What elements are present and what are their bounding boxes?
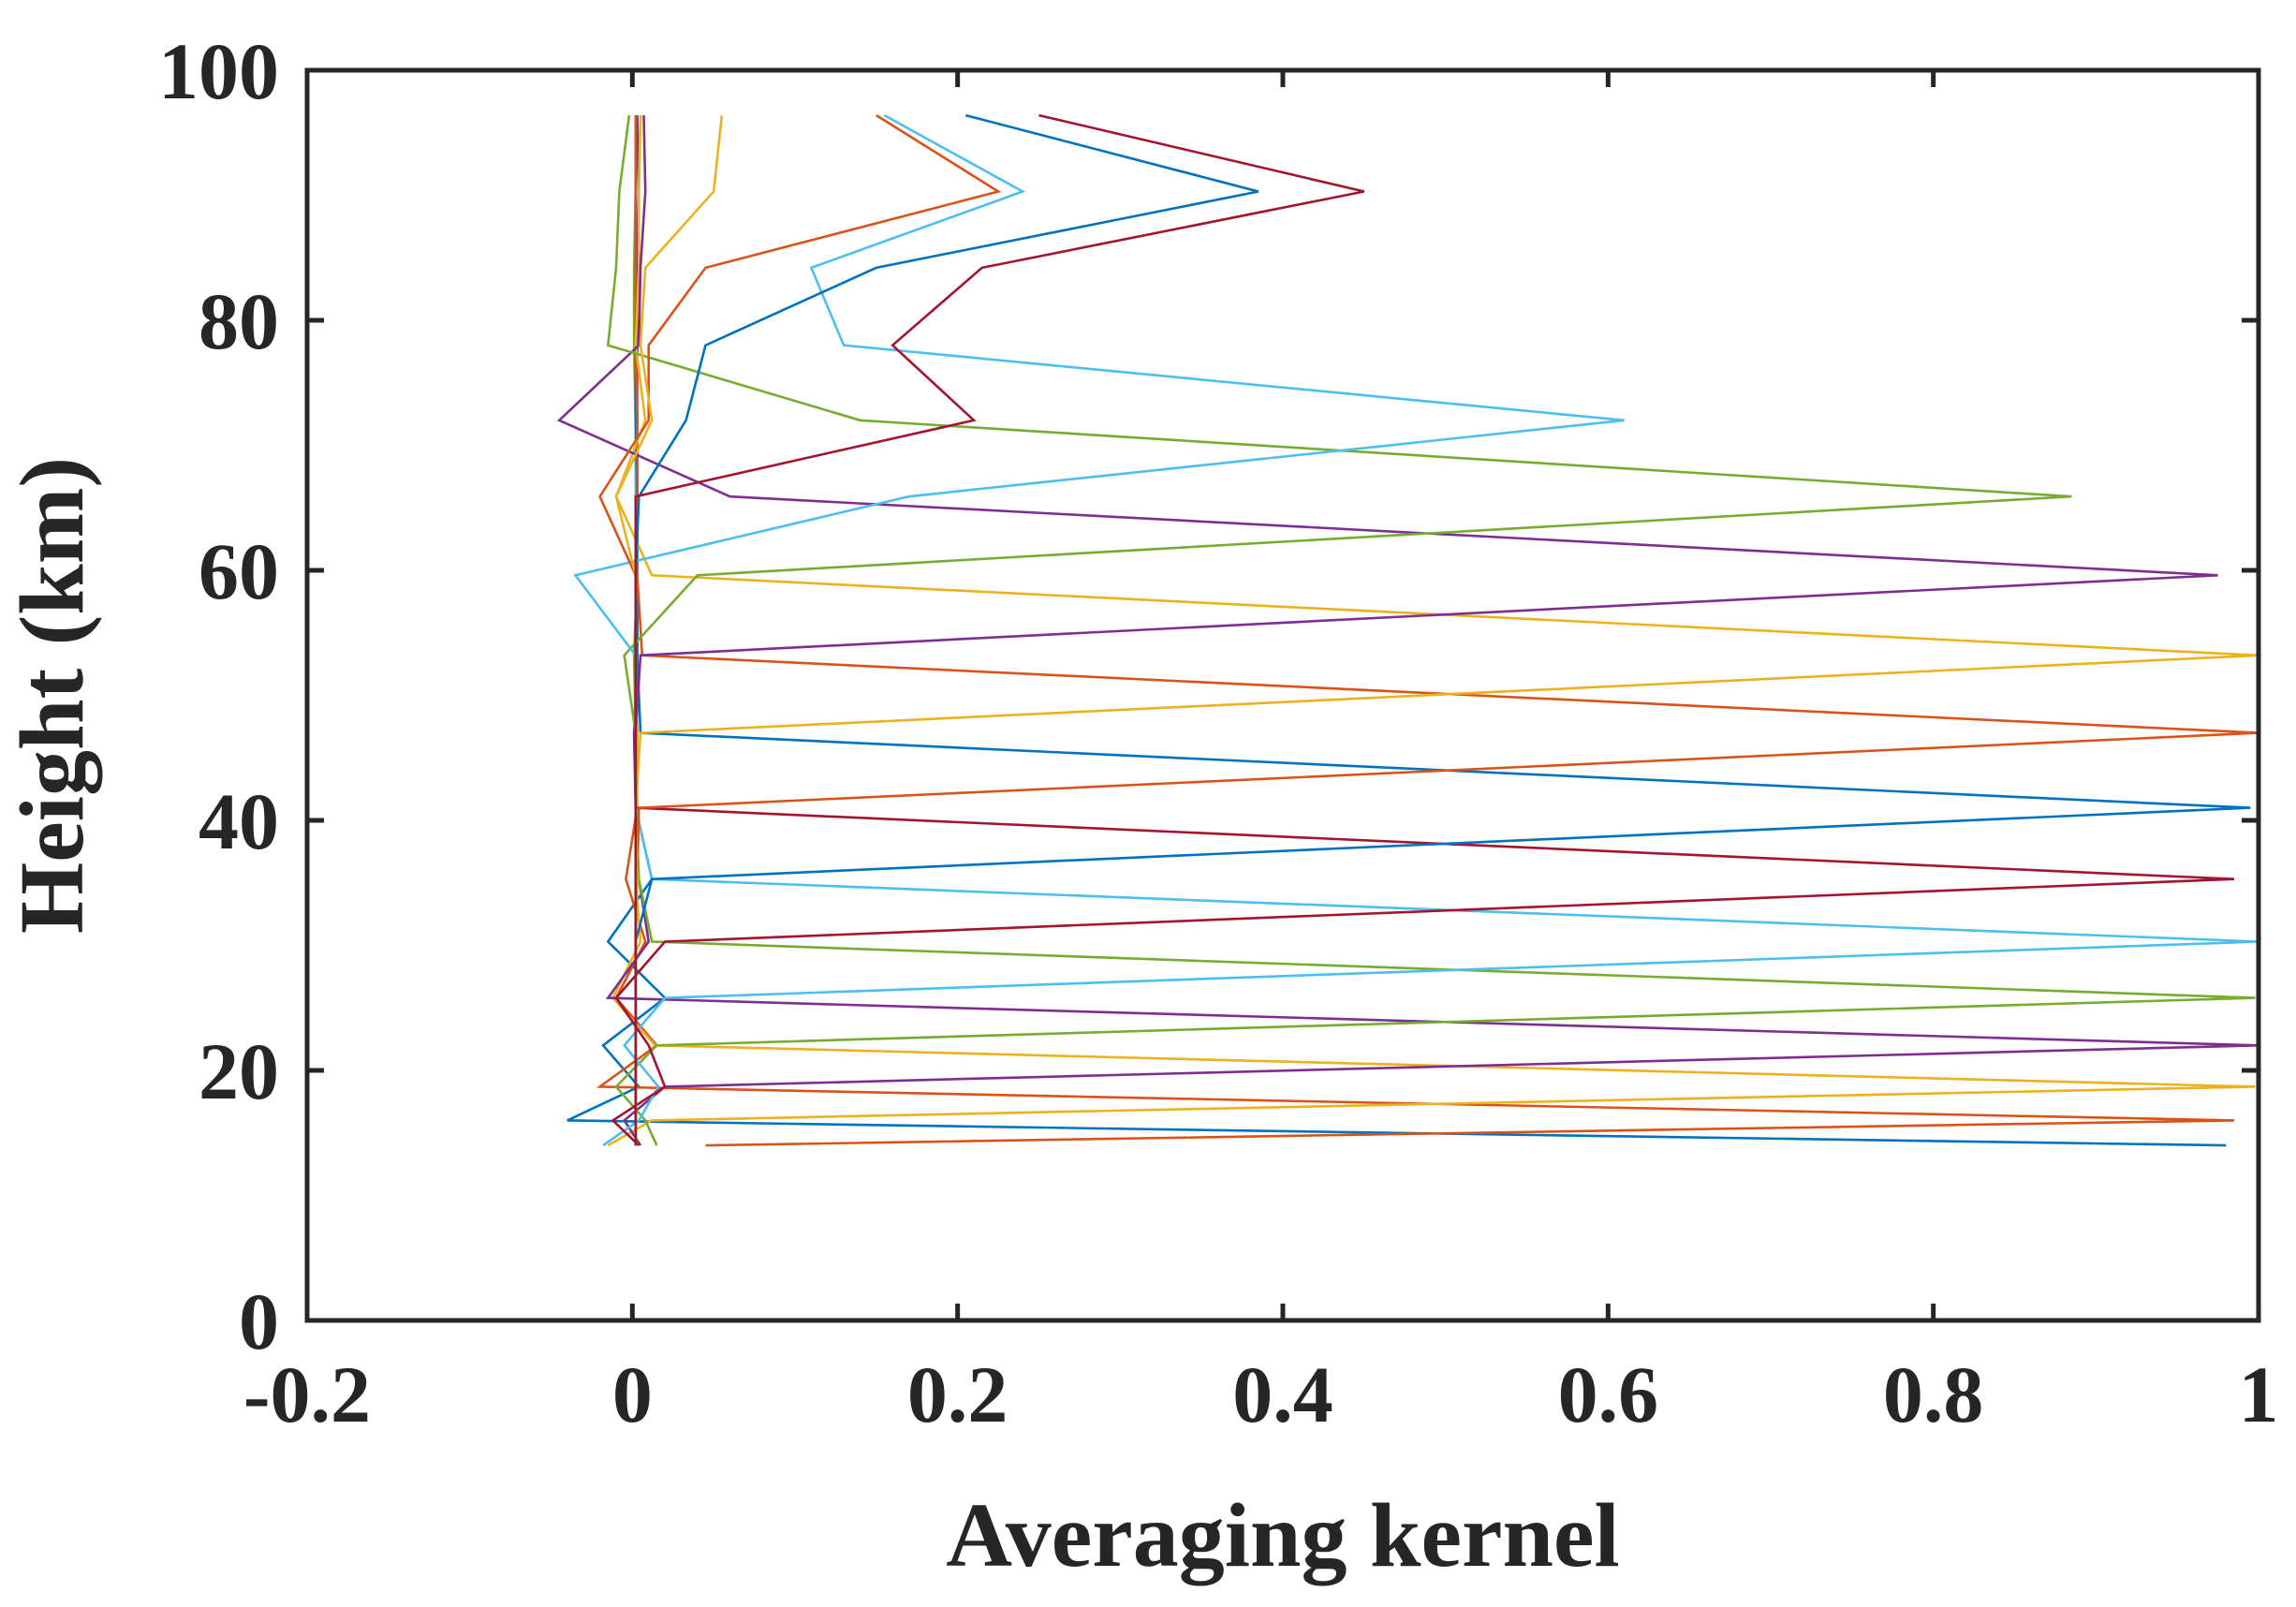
y-tick-label-0: 0 xyxy=(239,1276,279,1366)
y-tick-label-1: 20 xyxy=(199,1026,279,1116)
x-axis-title: Averaging kernel xyxy=(946,1485,1619,1586)
x-tick-label-3: 0.4 xyxy=(1232,1349,1333,1439)
plot-frame xyxy=(304,67,2261,1323)
y-tick-label-3: 60 xyxy=(199,526,279,616)
x-tick-label-4: 0.6 xyxy=(1558,1349,1659,1439)
y-tick-label-4: 80 xyxy=(199,276,279,366)
y-axis-title: Height (km) xyxy=(2,457,103,934)
series-layer xyxy=(556,113,2259,1147)
x-tick-label-1: 0 xyxy=(612,1349,653,1439)
y-tick-label-5: 100 xyxy=(158,26,279,116)
x-tick-label-0: -0.2 xyxy=(243,1349,371,1439)
x-tick-label-5: 0.8 xyxy=(1883,1349,1984,1439)
x-tick-label-2: 0.2 xyxy=(907,1349,1008,1439)
y-tick-label-2: 40 xyxy=(199,776,279,866)
series-line-17 xyxy=(634,113,1365,1146)
x-tick-label-6: 1 xyxy=(2239,1349,2279,1439)
